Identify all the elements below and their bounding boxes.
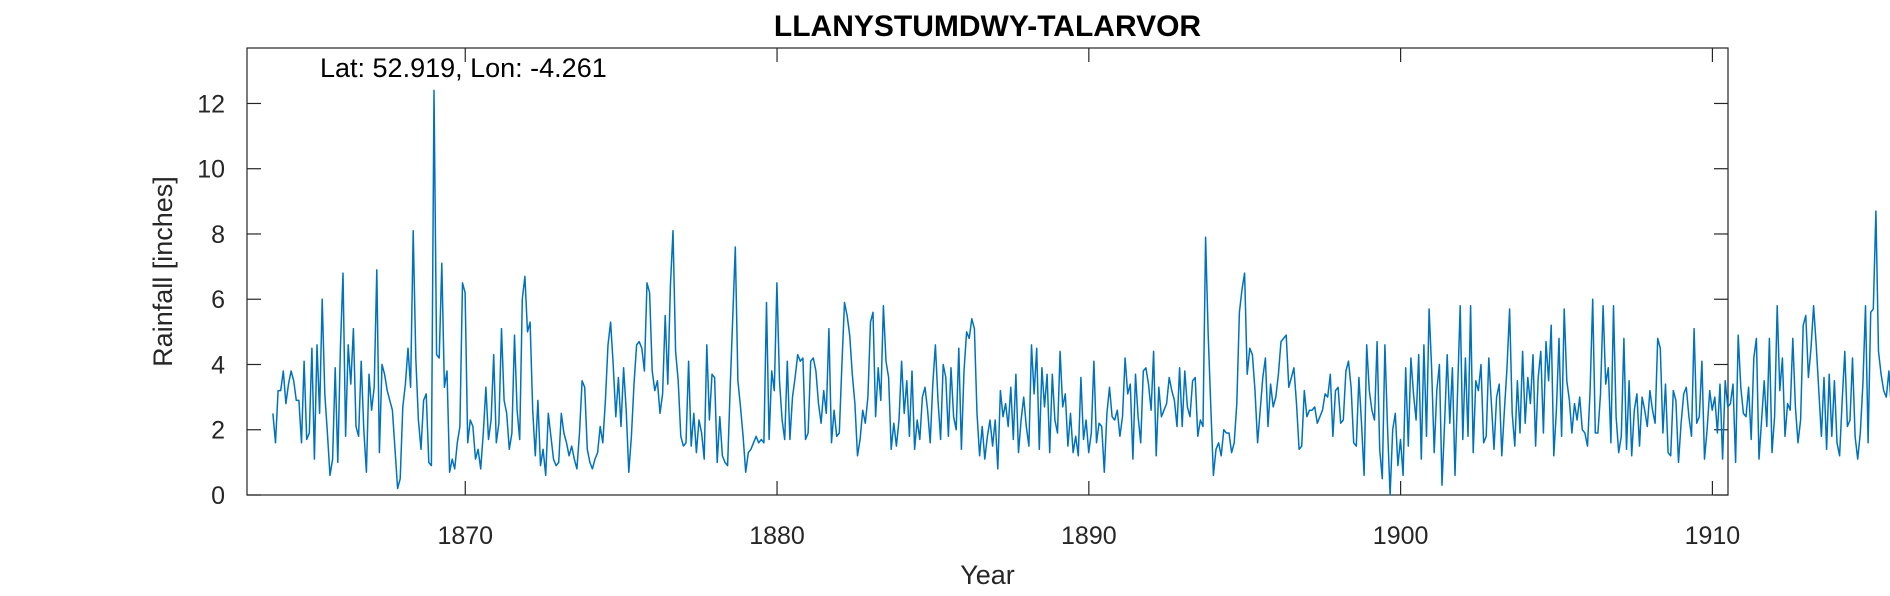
x-axis-label: Year: [960, 560, 1015, 590]
y-tick-label-8: 8: [211, 221, 225, 249]
x-tick-label-1900: 1900: [1373, 522, 1429, 550]
y-axis-label: Rainfall [inches]: [148, 176, 178, 367]
x-tick-label-1880: 1880: [749, 522, 805, 550]
rainfall-series-line: [272, 89, 1890, 496]
y-tick-label-0: 0: [211, 482, 225, 510]
y-tick-label-2: 2: [211, 417, 225, 445]
chart-title: LLANYSTUMDWY-TALARVOR: [774, 10, 1202, 43]
y-tick-label-4: 4: [211, 351, 225, 379]
y-tick-label-12: 12: [197, 90, 225, 118]
x-tick-label-1870: 1870: [437, 522, 493, 550]
tick-layer: 1870 1880 1890 1900 1910 0 2 4 6 8 10 12: [197, 48, 1740, 550]
axes: [246, 47, 1729, 496]
x-tick-label-1890: 1890: [1061, 522, 1117, 550]
y-tick-label-6: 6: [211, 286, 225, 314]
plot-area-box: [246, 47, 1729, 496]
x-tick-label-1910: 1910: [1685, 522, 1741, 550]
series-layer: [272, 89, 1890, 496]
station-coordinates-annotation: Lat: 52.919, Lon: -4.261: [320, 53, 607, 83]
y-tick-label-10: 10: [197, 156, 225, 184]
